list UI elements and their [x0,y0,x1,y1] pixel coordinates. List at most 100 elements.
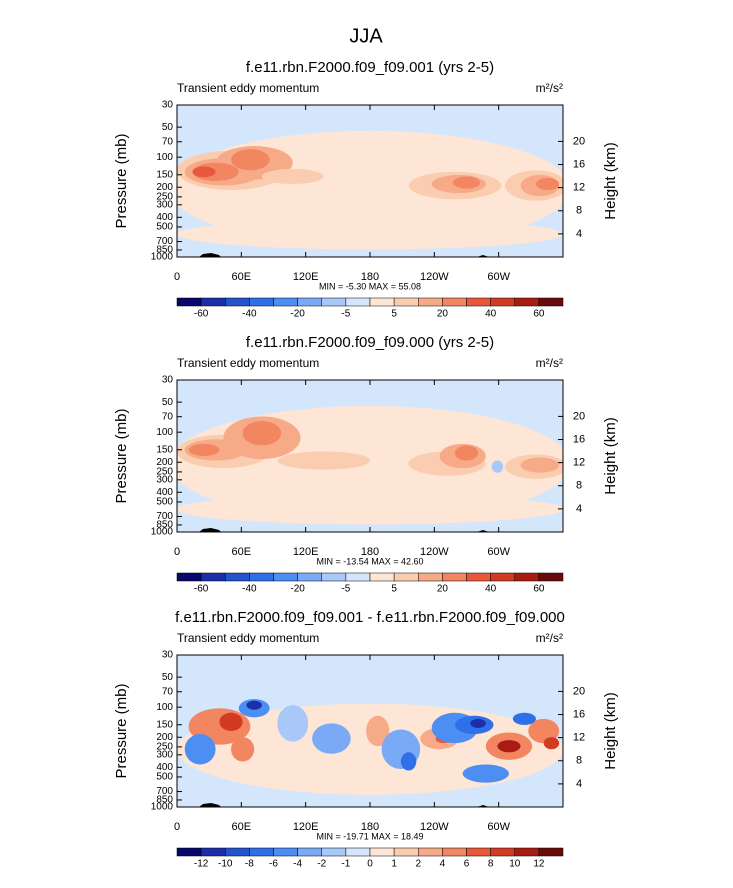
colorbar-label: 60 [533,309,545,320]
contour-blob [246,700,262,710]
y-tick-label: 250 [156,467,173,478]
panel-title: f.e11.rbn.F2000.f09_f09.001 (yrs 2-5) [246,59,494,76]
colorbar-label: 1 [391,859,397,870]
colorbar-box [225,847,250,857]
y2-tick-label: 20 [573,410,585,422]
colorbar-label: 4 [440,859,446,870]
x-tick-label: 60E [232,271,252,283]
colorbar-label: -5 [341,309,350,320]
colorbar-box [369,297,395,307]
colorbar-box [442,847,467,857]
y-tick-label: 100 [156,427,173,438]
contour-blob [184,734,216,765]
contour-blob [261,168,324,185]
colorbar-box [514,572,540,582]
y-tick-label: 200 [156,732,173,743]
colorbar-label: -20 [290,309,305,320]
y2-tick-label: 4 [576,503,582,515]
y-tick-label: 1000 [151,527,174,538]
y2-axis-label: Height (km) [602,142,619,220]
y-tick-label: 200 [156,182,173,193]
y-tick-label: 70 [162,136,174,147]
y-tick-label: 50 [162,122,174,133]
units: m²/s² [536,631,563,645]
y-axis-label: Pressure (mb) [113,408,130,503]
colorbar-box [321,297,347,307]
colorbar-box [249,297,274,307]
contour-blob [462,764,509,783]
colorbar-box [514,297,540,307]
colorbar-box [176,572,202,582]
units: m²/s² [536,356,563,370]
colorbar-box [345,847,371,857]
colorbar-box [418,847,443,857]
colorbar-box [273,847,298,857]
y-tick-label: 250 [156,192,173,203]
y2-tick-label: 16 [573,708,585,720]
colorbar-label: -20 [290,584,305,595]
y-tick-label: 1000 [151,802,174,813]
y-tick-label: 300 [156,474,173,485]
panel-subtitle: Transient eddy momentum [177,356,319,370]
contour-blob [177,219,563,250]
colorbar-label: 60 [533,584,545,595]
colorbar-label: 40 [485,309,497,320]
y2-tick-label: 20 [573,135,585,147]
x-tick-label: 0 [174,821,180,833]
colorbar-label: 40 [485,584,497,595]
y-tick-label: 400 [156,762,173,773]
units: m²/s² [536,81,563,95]
y-tick-label: 30 [162,650,174,661]
contour-blob [543,737,560,750]
y2-axis-label: Height (km) [602,417,619,495]
x-tick-label: 60W [487,271,510,283]
colorbar-label: 12 [533,859,545,870]
contour-blob [242,421,282,446]
colorbar-label: -1 [341,859,350,870]
contour-blob [497,740,521,753]
y-tick-label: 300 [156,749,173,760]
min-max: MIN = -19.71 MAX = 18.49 [316,831,423,841]
colorbar-box [538,572,564,582]
y-tick-label: 400 [156,212,173,223]
colorbar-box [225,297,250,307]
x-tick-label: 120E [293,546,319,558]
y-tick-label: 250 [156,742,173,753]
contour-blob [535,177,560,191]
panel-title: f.e11.rbn.F2000.f09_f09.001 - f.e11.rbn.… [175,609,565,626]
colorbar-box [321,847,347,857]
y-tick-label: 700 [156,236,173,247]
contour-field [177,655,563,807]
y-tick-label: 850 [156,520,173,531]
y-tick-label: 850 [156,245,173,256]
contour-blob [219,712,243,731]
contour-blob [470,718,486,728]
y2-tick-label: 12 [573,732,585,744]
colorbar-label: -40 [242,584,257,595]
x-tick-label: 0 [174,546,180,558]
colorbar-box [369,847,395,857]
colorbar-box [490,572,515,582]
x-tick-label: 60W [487,821,510,833]
colorbar-box [442,297,467,307]
contour-blob [454,445,479,461]
contour-blob [312,723,351,754]
figure-title: JJA [349,25,383,47]
colorbar-box [200,572,226,582]
colorbar-label: -60 [194,584,209,595]
colorbar-box [249,572,274,582]
y2-tick-label: 4 [576,778,582,790]
x-tick-label: 0 [174,271,180,283]
colorbar-label: 20 [437,584,449,595]
colorbar-box [200,297,226,307]
colorbar-box [466,297,491,307]
contour-blob [231,737,255,762]
colorbar-box [466,572,491,582]
y-tick-label: 150 [156,719,173,730]
y-axis-label: Pressure (mb) [113,683,130,778]
contour-blob [177,494,563,525]
colorbar-label: 10 [509,859,521,870]
colorbar-box [418,297,443,307]
contour-blob [400,752,417,771]
y-tick-label: 30 [162,375,174,386]
